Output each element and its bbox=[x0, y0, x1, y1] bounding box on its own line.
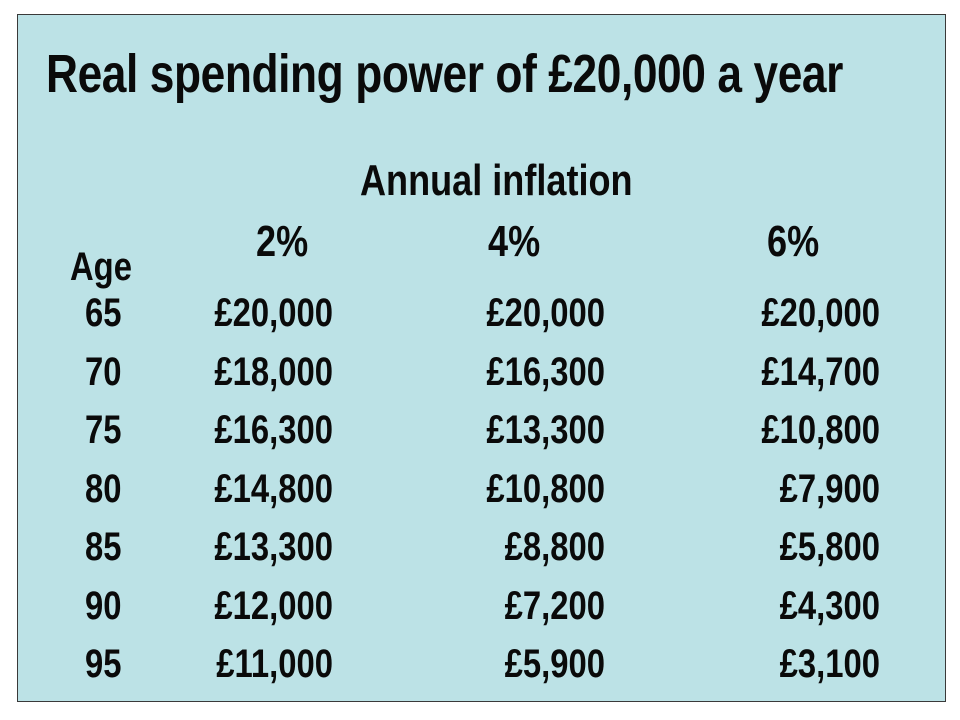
table-cell: £4,300 bbox=[779, 583, 880, 628]
table-cell: £3,100 bbox=[779, 642, 880, 686]
table-cell: £20,000 bbox=[486, 291, 605, 335]
table-cell: £5,800 bbox=[779, 525, 880, 569]
table-cell: £13,300 bbox=[214, 525, 333, 569]
row-label-age: 90 bbox=[85, 583, 122, 628]
table-cell: £7,200 bbox=[504, 583, 605, 628]
row-label-age: 65 bbox=[85, 291, 122, 335]
table-cell: £11,000 bbox=[216, 642, 333, 686]
table-cell: £10,800 bbox=[761, 408, 880, 452]
table-cell: £16,300 bbox=[214, 408, 333, 452]
row-label-age: 80 bbox=[85, 466, 122, 511]
table-cell: £14,700 bbox=[761, 349, 880, 394]
row-label-age: 70 bbox=[85, 349, 122, 394]
table-title: Real spending power of £20,000 a year bbox=[46, 44, 843, 104]
table-cell: £18,000 bbox=[214, 349, 333, 394]
column-header-4pct: 4% bbox=[488, 217, 541, 266]
table-cell: £12,000 bbox=[214, 583, 333, 628]
row-label-age: 95 bbox=[85, 642, 122, 686]
table-cell: £10,800 bbox=[486, 466, 605, 511]
table-cell: £14,800 bbox=[214, 466, 333, 511]
column-header-2pct: 2% bbox=[256, 217, 309, 266]
column-header-6pct: 6% bbox=[767, 217, 820, 266]
column-group-header: Annual inflation bbox=[360, 156, 633, 205]
row-label-age: 85 bbox=[85, 525, 122, 569]
table-cell: £5,900 bbox=[504, 642, 605, 686]
table-cell: £13,300 bbox=[486, 408, 605, 452]
table-cell: £20,000 bbox=[214, 291, 333, 335]
table-cell: £20,000 bbox=[761, 291, 880, 335]
row-header-age: Age bbox=[70, 245, 132, 289]
row-label-age: 75 bbox=[85, 408, 122, 452]
table-cell: £16,300 bbox=[486, 349, 605, 394]
table-cell: £8,800 bbox=[504, 525, 605, 569]
table-slide: Real spending power of £20,000 a year An… bbox=[17, 14, 946, 702]
table-cell: £7,900 bbox=[779, 466, 880, 511]
